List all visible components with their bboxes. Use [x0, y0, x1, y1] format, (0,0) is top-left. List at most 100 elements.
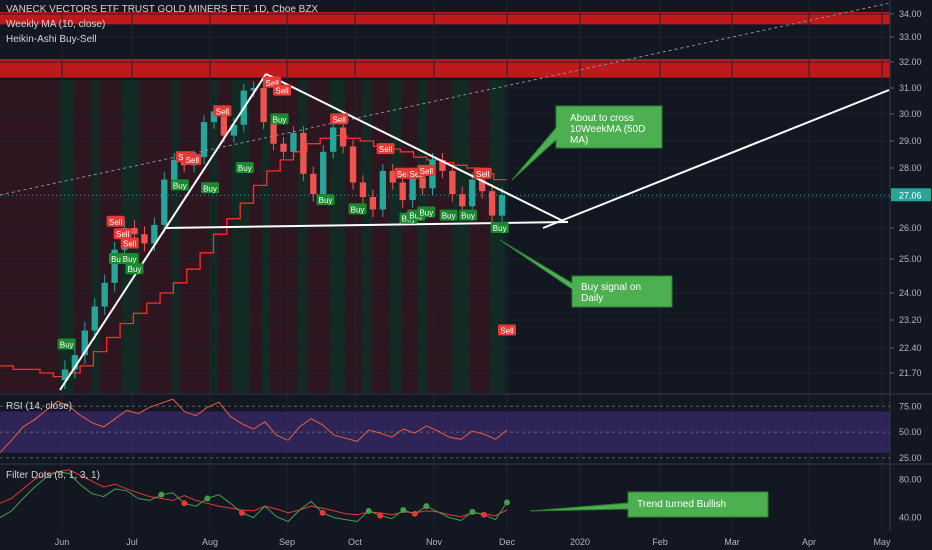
ascending-trend-line — [59, 73, 267, 391]
resistance-band-lower — [0, 59, 890, 78]
candle-body — [419, 176, 426, 189]
sell-marker — [106, 215, 125, 227]
rsi-line — [0, 398, 508, 454]
candle-body — [91, 306, 98, 331]
time-tick-label: Feb — [652, 537, 668, 547]
time-tick-label: Oct — [348, 537, 363, 547]
time-tick-label: Jul — [126, 537, 138, 547]
price-tick-label: 21.70 — [899, 368, 922, 378]
sell-marker-label: Sell — [332, 115, 346, 124]
sell-marker — [213, 105, 232, 117]
time-tick-label: Nov — [426, 537, 443, 547]
price-tick-label: 28.00 — [899, 163, 922, 173]
trend-shade — [418, 80, 428, 393]
buy-marker-label: Buy — [461, 212, 475, 221]
filter-line-red — [0, 469, 508, 518]
candle-body — [320, 151, 327, 195]
candle-body — [151, 224, 158, 244]
candle-body — [171, 159, 178, 180]
filter-dot-bearish — [377, 512, 384, 519]
drawings-layer — [0, 2, 891, 518]
trend-shade — [232, 80, 250, 393]
sell-marker — [113, 228, 132, 240]
trend-shade — [330, 80, 345, 393]
trend-shade — [452, 80, 470, 393]
buy-marker — [125, 263, 144, 275]
candle-body — [141, 234, 148, 244]
time-tick-label: Aug — [202, 537, 218, 547]
time-tick-label: 2020 — [570, 537, 590, 547]
buy-marker-label: Buy — [442, 212, 456, 221]
last-price-label: 27.06 — [899, 190, 922, 200]
trend-shade — [362, 80, 372, 393]
candle-body — [488, 191, 496, 216]
candle-body — [409, 176, 416, 201]
buy-marker-label: Buy — [60, 341, 74, 350]
rsi-tick-label: 50.00 — [899, 427, 922, 437]
candle-body — [449, 170, 456, 195]
time-tick-label: Dec — [499, 537, 516, 547]
sell-marker-label: Sell — [500, 327, 514, 336]
trend-shade — [262, 80, 270, 393]
filter-tick-label: 40.00 — [899, 513, 922, 523]
sell-marker-label: Sell — [186, 156, 200, 165]
filter-dot-bearish — [480, 511, 487, 518]
markers-layer: SellBuySellSellSellBuyBuyBuySellBuySellB… — [57, 76, 516, 350]
trend-shade — [250, 80, 262, 393]
sell-marker — [498, 324, 516, 336]
callout-box-trend-bullish — [529, 491, 769, 518]
sell-marker — [417, 164, 436, 176]
resistance-band-upper — [0, 12, 890, 25]
buy-marker-label: Buy — [409, 212, 423, 221]
candle-body — [379, 170, 387, 210]
symbol-title: VANECK VECTORS ETF TRUST GOLD MINERS ETF… — [6, 4, 319, 15]
buy-marker — [170, 179, 189, 191]
filter-title: Filter Dots (8, 1, 3, 1) — [6, 470, 100, 481]
descending-trend-line — [265, 73, 566, 223]
candle-body — [290, 132, 297, 152]
trend-shade — [172, 80, 180, 393]
sell-marker-label: Sell — [379, 145, 393, 154]
filter-dot-bullish — [504, 499, 510, 506]
sell-marker-label: Sell — [409, 170, 423, 179]
time-tick-label: Jun — [55, 537, 70, 547]
price-tick-label: 34.00 — [899, 9, 922, 19]
callout-trend-bullish: Trend turned Bullish — [637, 499, 727, 510]
filter-dot-bearish — [181, 500, 188, 507]
candle-body — [270, 122, 277, 144]
candle-body — [250, 88, 257, 91]
sell-marker-label: Sell — [275, 87, 289, 96]
buy-marker — [439, 209, 458, 221]
buy-marker — [235, 162, 254, 173]
filter-dot-bullish — [158, 491, 165, 498]
candle-body — [349, 146, 357, 183]
price-tick-label: 33.00 — [899, 32, 922, 42]
candle-body — [71, 355, 79, 370]
sell-marker-label: Sell — [109, 218, 123, 227]
filter-layer — [0, 469, 510, 523]
candle-body — [478, 179, 486, 192]
buy-marker-label: Buy — [419, 209, 433, 218]
filter-line-green — [0, 471, 508, 523]
candle-body — [61, 369, 69, 381]
trend-shade — [490, 80, 505, 393]
buy-marker-label: Buy — [493, 224, 507, 233]
dashed-trend-line — [0, 2, 891, 196]
trend-shade — [100, 80, 122, 393]
price-tick-label: 30.00 — [899, 109, 922, 119]
weekly-ma-line — [0, 134, 507, 378]
filter-dot-bullish — [469, 508, 476, 515]
callout-box-cross-ma — [511, 105, 663, 181]
filter-dot-bullish — [365, 507, 372, 514]
filter-tick-label: 80.00 — [899, 474, 922, 484]
buy-marker — [270, 113, 289, 125]
candle-body — [161, 179, 168, 225]
buy-marker — [459, 209, 478, 221]
buy-marker — [57, 338, 76, 350]
trend-shade — [308, 80, 330, 393]
sell-marker — [473, 167, 492, 179]
buy-marker — [348, 203, 367, 215]
candle-body — [81, 330, 89, 356]
candle-body — [300, 132, 307, 174]
